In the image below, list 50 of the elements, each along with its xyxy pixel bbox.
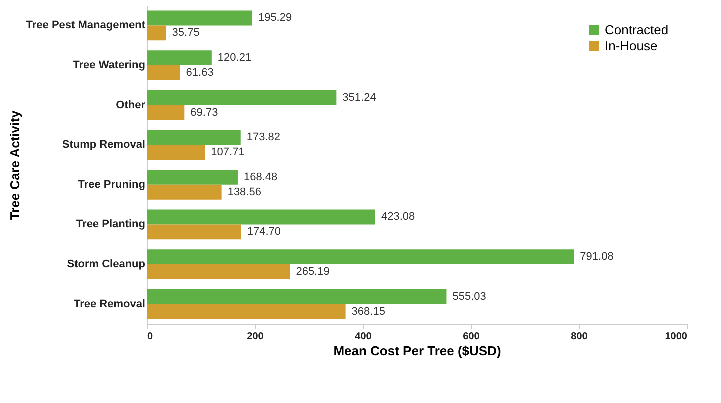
data-label: 69.73 <box>190 106 218 119</box>
data-label: 138.56 <box>228 186 262 198</box>
x-tick-label: 1000 <box>665 332 688 342</box>
bar <box>147 224 242 240</box>
bar <box>147 10 252 26</box>
bar <box>147 105 185 120</box>
y-tick-label: Tree Watering <box>73 60 146 72</box>
bar <box>147 184 222 200</box>
bar <box>147 90 337 106</box>
data-label: 351.24 <box>342 92 376 104</box>
data-label: 195.29 <box>258 12 292 24</box>
y-tick-label: Tree Pest Management <box>26 20 146 32</box>
y-tick-label: Tree Planting <box>76 218 146 231</box>
y-tick-label: Stump Removal <box>62 139 146 152</box>
data-label: 35.75 <box>172 27 200 40</box>
bar <box>147 210 376 225</box>
x-tick-label: 600 <box>463 332 480 342</box>
data-label: 423.08 <box>381 211 416 224</box>
data-label: 120.21 <box>218 52 252 64</box>
legend-label: In-House <box>605 38 658 54</box>
x-axis-title: Mean Cost Per Tree ($USD) <box>334 344 502 358</box>
x-tick-label: 800 <box>571 332 588 342</box>
bar <box>147 145 206 160</box>
data-label: 174.70 <box>247 226 281 238</box>
bar <box>147 304 346 320</box>
x-tick-label: 0 <box>148 332 154 342</box>
data-label: 265.19 <box>296 266 330 278</box>
x-tick-label: 200 <box>247 332 264 342</box>
data-label: 555.03 <box>452 290 486 303</box>
y-tick-label: Other <box>116 99 146 112</box>
data-label: 368.15 <box>352 306 386 318</box>
bar <box>147 26 166 41</box>
bar <box>147 66 180 80</box>
y-tick-label: Tree Pruning <box>78 178 146 191</box>
bar <box>147 50 212 66</box>
y-axis-title: Tree Care Activity <box>7 110 22 220</box>
bar <box>147 250 574 264</box>
y-tick-label: Tree Removal <box>74 298 146 310</box>
bar <box>147 289 447 304</box>
data-label: 61.63 <box>186 66 214 79</box>
legend-label: Contracted <box>605 22 669 38</box>
x-tick-label: 400 <box>355 332 372 342</box>
data-label: 107.71 <box>211 146 245 159</box>
data-label: 791.08 <box>580 251 614 264</box>
y-tick-label: Storm Cleanup <box>67 258 146 270</box>
bar <box>147 170 238 185</box>
bar <box>147 264 290 280</box>
bar <box>147 130 241 146</box>
data-label: 173.82 <box>246 132 281 144</box>
data-label: 168.48 <box>244 171 278 184</box>
